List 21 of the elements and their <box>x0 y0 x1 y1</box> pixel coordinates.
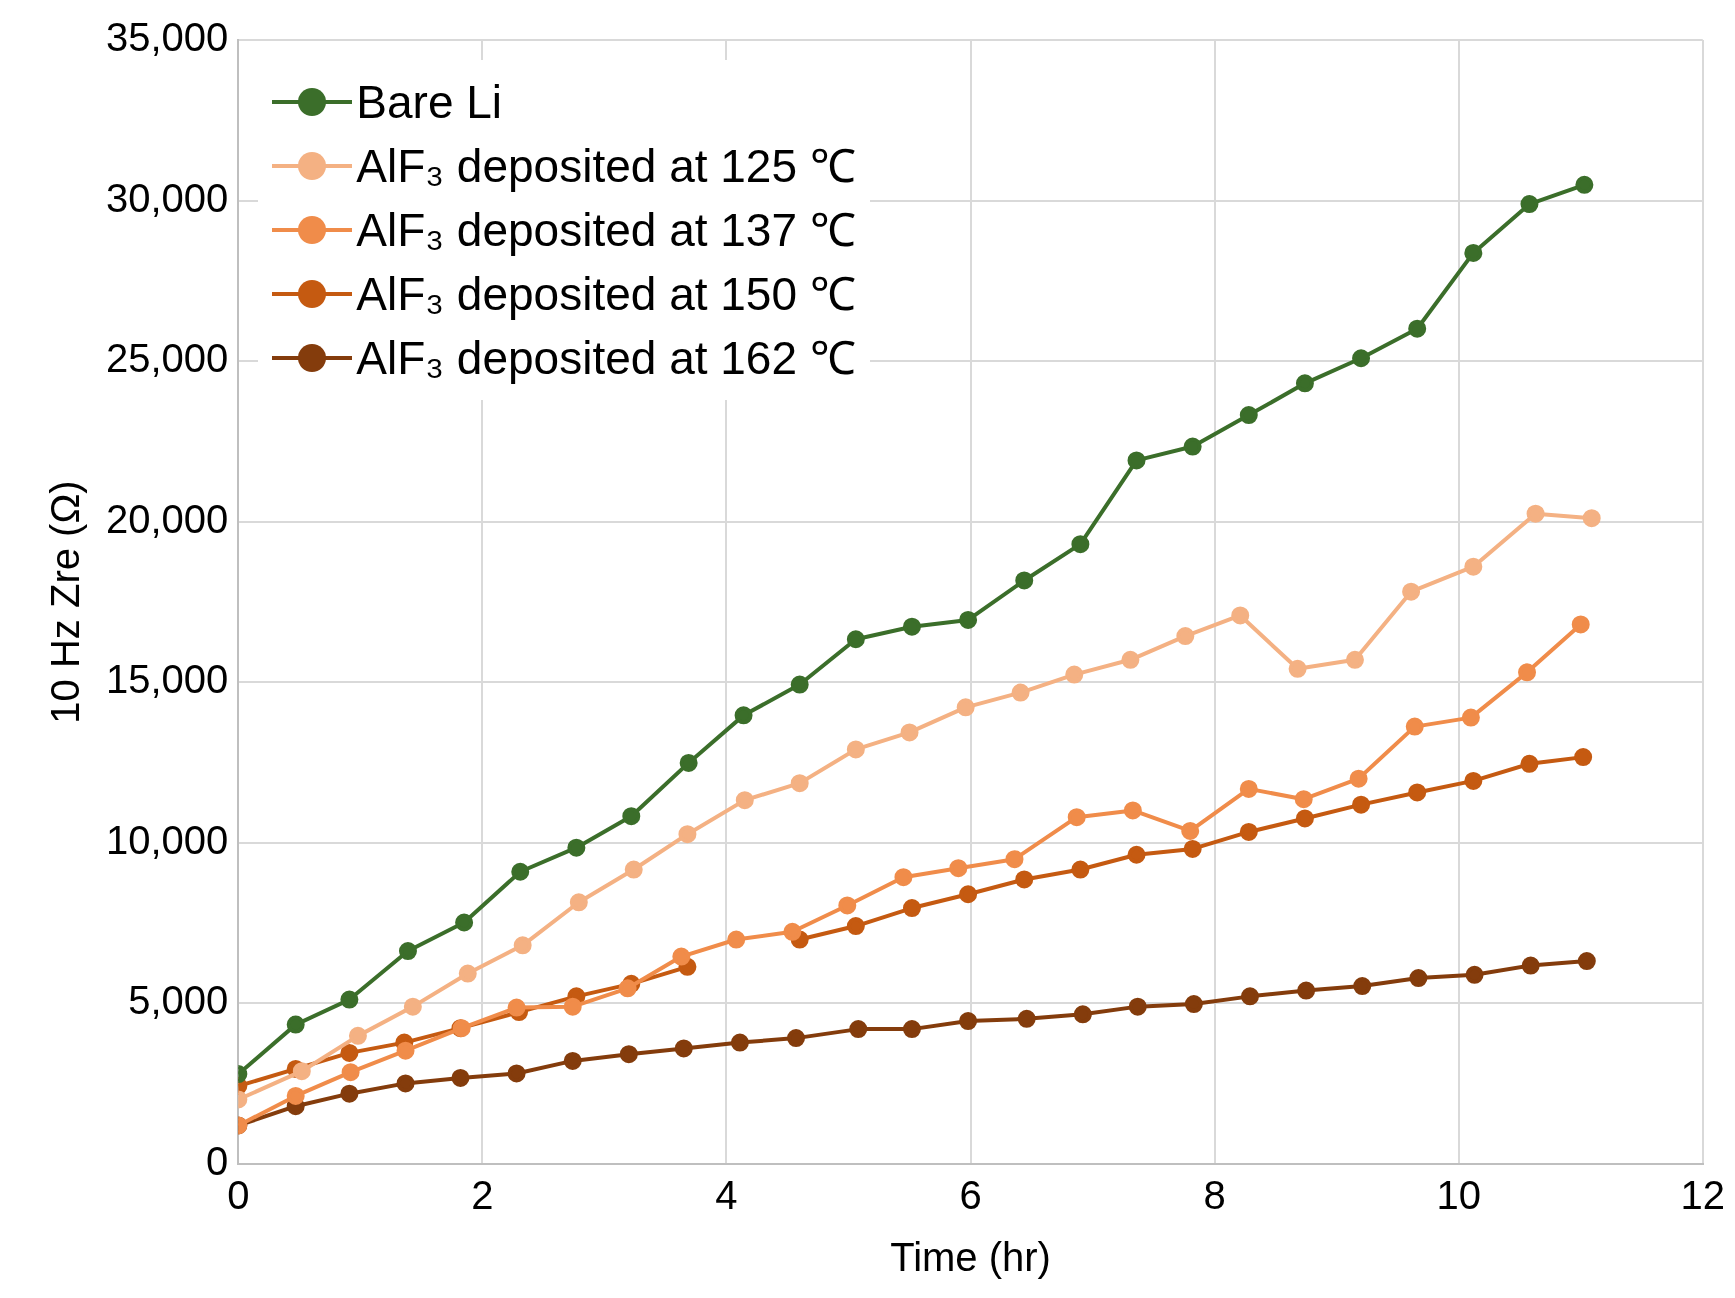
x-axis-title: Time (hr) <box>890 1235 1051 1280</box>
x-tick-label: 10 <box>1436 1173 1481 1218</box>
legend-label: AlF₃ deposited at 125 ℃ <box>356 139 856 194</box>
x-tick-label: 8 <box>1203 1173 1226 1218</box>
y-tick-label: 5,000 <box>128 978 229 1023</box>
legend-label: AlF₃ deposited at 162 ℃ <box>356 331 856 386</box>
x-tick-label: 4 <box>715 1173 738 1218</box>
y-tick-label: 0 <box>206 1139 229 1184</box>
y-tick-label: 15,000 <box>106 657 229 702</box>
legend-label: Bare Li <box>356 75 503 130</box>
legend-label: AlF₃ deposited at 137 ℃ <box>356 203 856 258</box>
y-tick-label: 20,000 <box>106 496 229 541</box>
legend-label: AlF₃ deposited at 150 ℃ <box>356 267 856 322</box>
y-tick-label: 35,000 <box>106 15 229 60</box>
x-tick-label: 12 <box>1680 1173 1725 1218</box>
y-axis-title: 10 Hz Zre (Ω) <box>43 480 88 724</box>
y-tick-label: 10,000 <box>106 817 229 862</box>
y-tick-label: 30,000 <box>106 175 229 220</box>
x-tick-label: 6 <box>959 1173 982 1218</box>
x-tick-label: 2 <box>471 1173 494 1218</box>
y-tick-label: 25,000 <box>106 336 229 381</box>
